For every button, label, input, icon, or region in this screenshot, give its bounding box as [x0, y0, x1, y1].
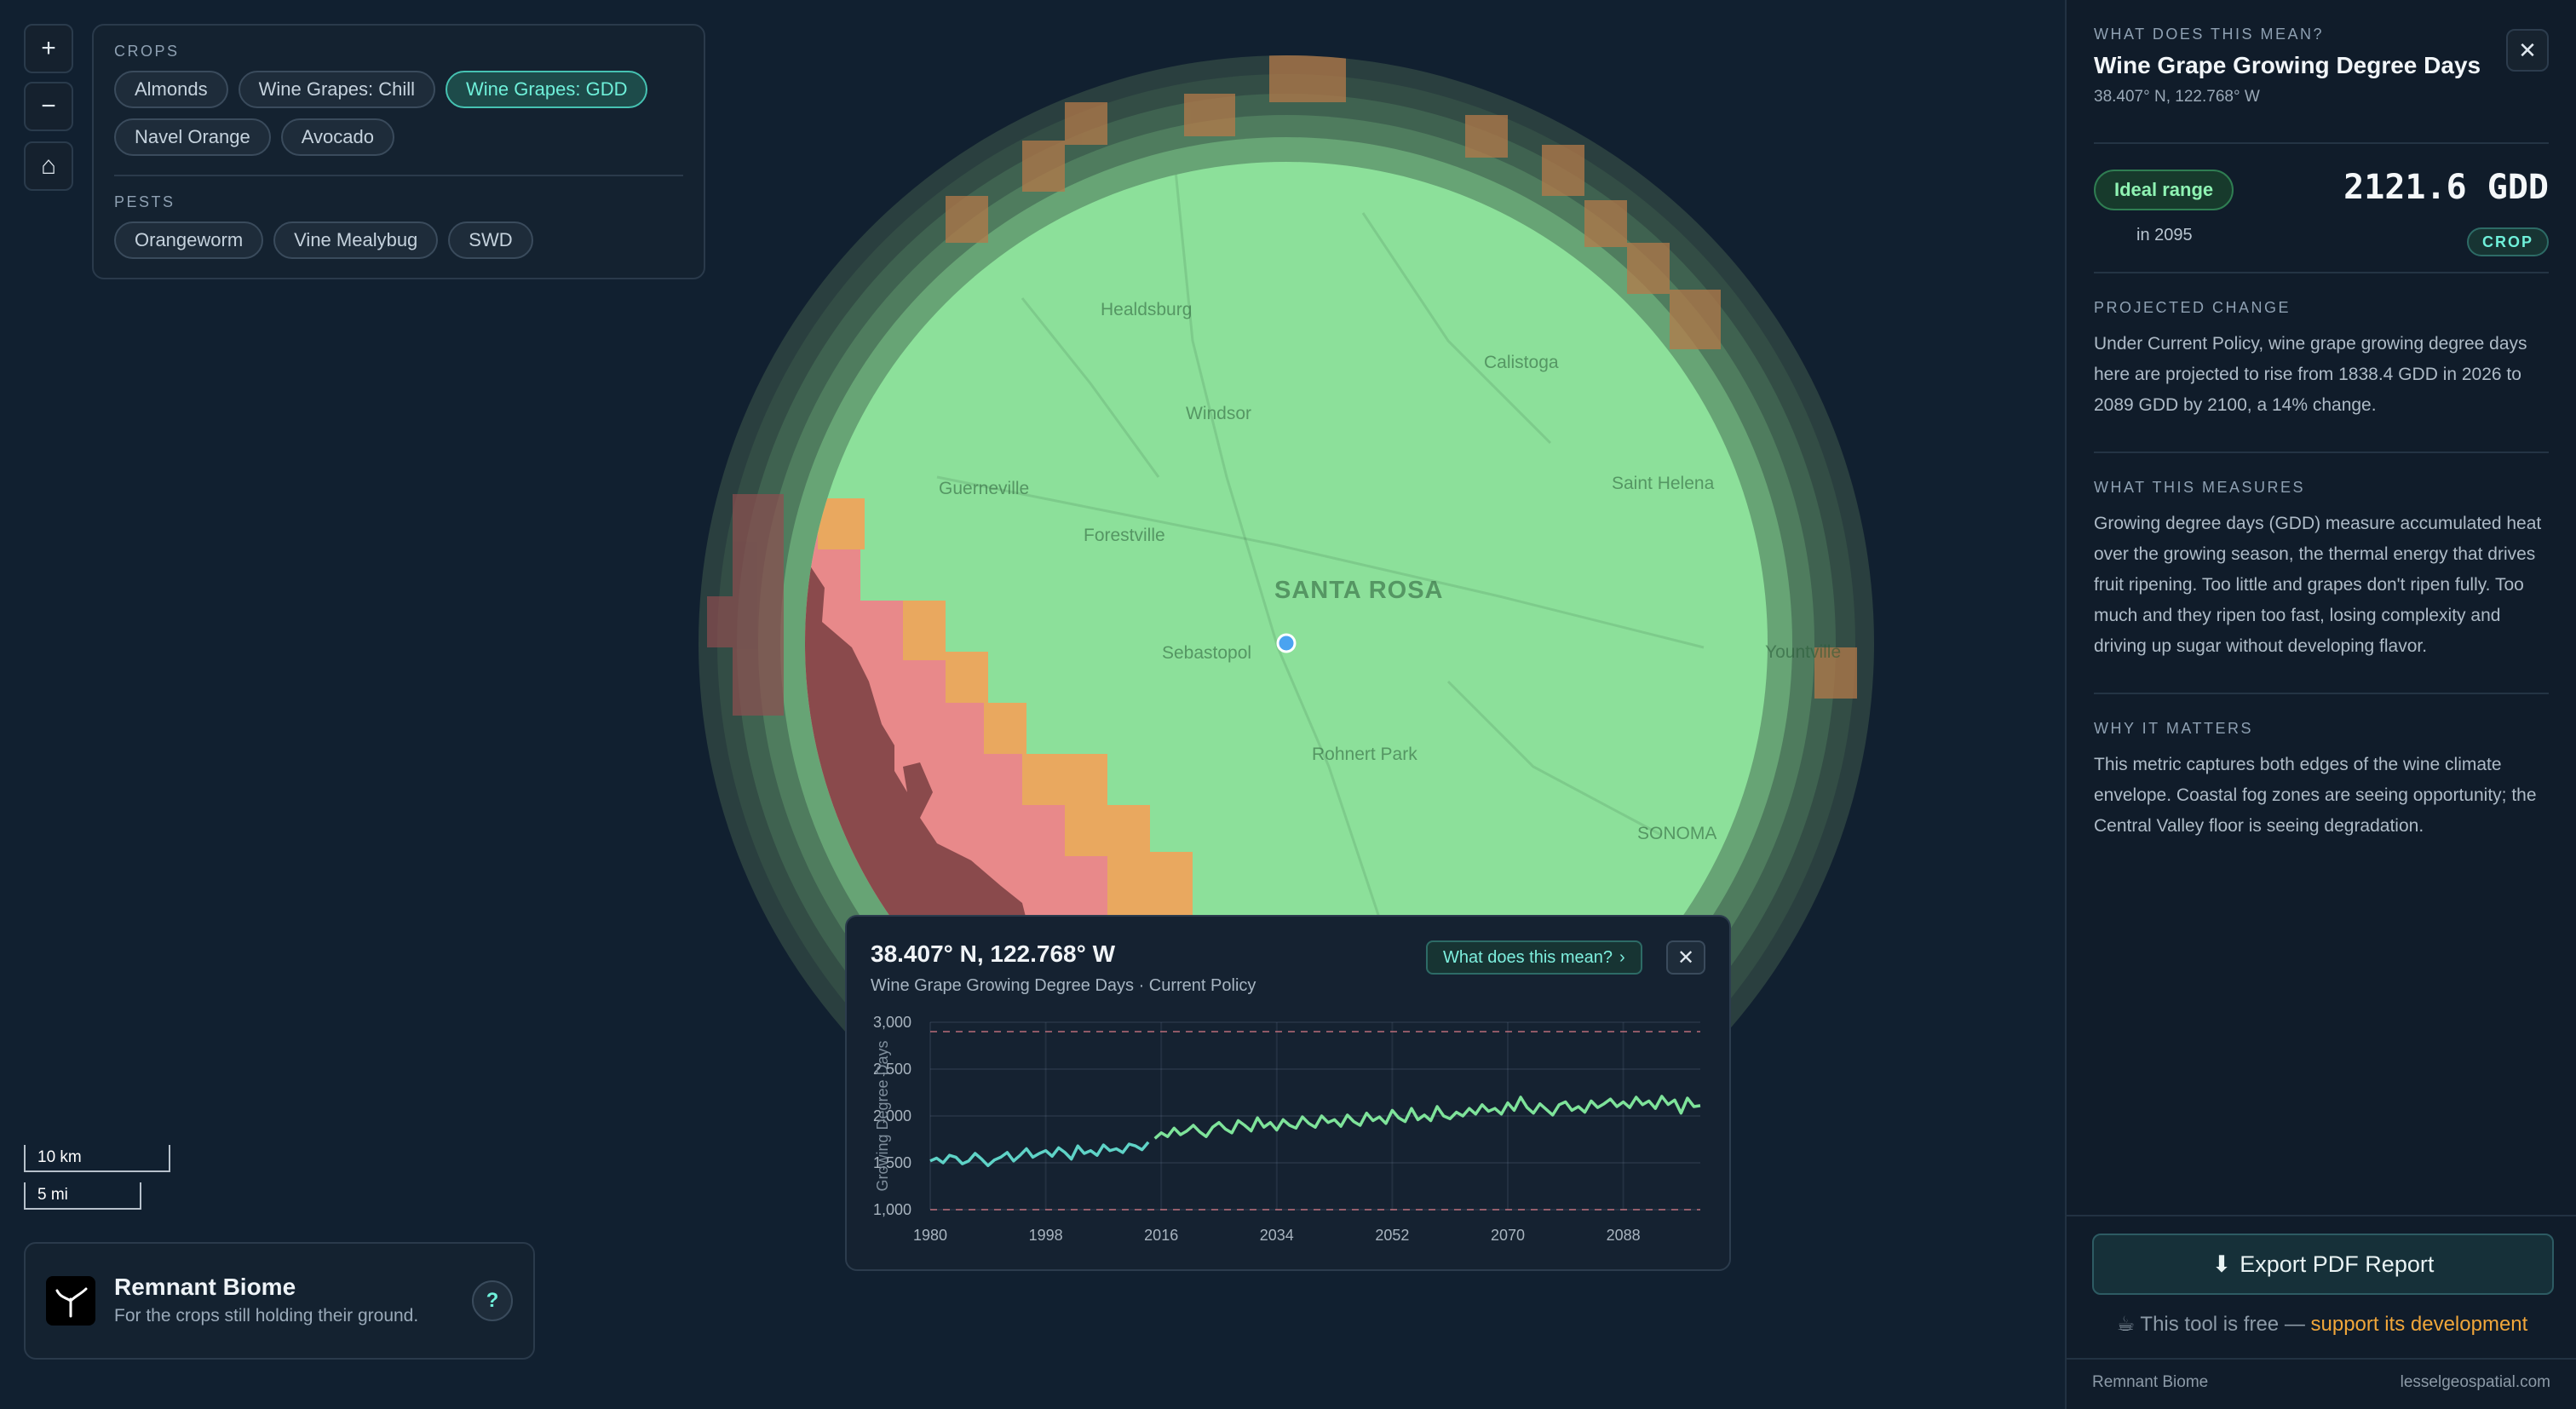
section-body: Growing degree days (GDD) measure accumu…: [2094, 514, 2542, 656]
export-divider: [2067, 1215, 2576, 1216]
chip-orangeworm[interactable]: Orangeworm: [114, 221, 264, 259]
x-tick-label: 2088: [1607, 1227, 1641, 1244]
side-header: WHAT DOES THIS MEAN? Wine Grape Growing …: [2067, 0, 2576, 132]
side-divider: [2094, 272, 2549, 273]
chevron-right-icon: ›: [1619, 947, 1625, 967]
crops-section-label: CROPS: [114, 43, 180, 60]
home-button[interactable]: ⌂: [24, 141, 73, 191]
x-tick-label: 2052: [1375, 1227, 1409, 1244]
location-popup: 38.407° N, 122.768° W Wine Grape Growing…: [845, 915, 1731, 1271]
brand-text: Remnant Biome For the crops still holdin…: [114, 1274, 421, 1328]
support-link[interactable]: support its development: [2310, 1313, 2528, 1336]
section-label: WHAT THIS MEASURES: [2094, 479, 2306, 496]
projected-change-section: PROJECTED CHANGE Under Current Policy, w…: [2067, 273, 2576, 451]
place-label: Saint Helena: [1612, 474, 1715, 493]
chip-vine-mealybug[interactable]: Vine Mealybug: [273, 221, 439, 259]
side-coordinates: 38.407° N, 122.768° W: [2094, 88, 2260, 106]
side-panel-close-button[interactable]: ✕: [2506, 29, 2549, 72]
support-line: ☕ This tool is free — support its develo…: [2067, 1312, 2576, 1337]
zoom-in-button[interactable]: +: [24, 24, 73, 73]
chip-swd[interactable]: SWD: [448, 221, 533, 259]
scale-bar-mi: 5 mi: [24, 1182, 141, 1210]
pests-section-label: PESTS: [114, 193, 175, 210]
why-it-matters-section: WHY IT MATTERS This metric captures both…: [2067, 694, 2576, 872]
what-does-this-mean-button[interactable]: What does this mean? ›: [1426, 940, 1642, 975]
support-text: This tool is free —: [2140, 1313, 2305, 1336]
side-panel: WHAT DOES THIS MEAN? Wine Grape Growing …: [2065, 0, 2576, 1409]
coffee-icon: ☕: [2116, 1313, 2136, 1336]
footer-brand: Remnant Biome: [2092, 1373, 2209, 1391]
popup-close-button[interactable]: ✕: [1666, 940, 1705, 975]
x-tick-label: 2016: [1144, 1227, 1178, 1244]
x-tick-label: 2034: [1260, 1227, 1294, 1244]
export-pdf-button[interactable]: ⬇ Export PDF Report: [2092, 1234, 2554, 1295]
place-label: Yountville: [1765, 642, 1841, 662]
side-divider: [2094, 142, 2549, 144]
chip-wine-grapes-chill[interactable]: Wine Grapes: Chill: [238, 71, 435, 108]
popup-subtitle: Wine Grape Growing Degree Days · Current…: [871, 976, 1256, 995]
what-this-measures-section: WHAT THIS MEASURES Growing degree days (…: [2067, 453, 2576, 693]
status-block: Ideal range in 2095 2121.6 GDD CROP: [2094, 144, 2549, 272]
download-icon: ⬇: [2211, 1251, 2232, 1277]
place-label: Guerneville: [939, 479, 1029, 498]
export-label: Export PDF Report: [2240, 1251, 2435, 1277]
brand-tagline: For the crops still holding their ground…: [114, 1306, 419, 1326]
y-axis-label: Growing Degree Days: [874, 1040, 891, 1191]
crops-chip-row: Almonds Wine Grapes: Chill Wine Grapes: …: [114, 71, 683, 108]
section-body: Under Current Policy, wine grape growing…: [2094, 334, 2527, 415]
crop-badge: CROP: [2466, 227, 2549, 256]
place-label: Calistoga: [1484, 353, 1559, 372]
place-label: Rohnert Park: [1312, 745, 1417, 764]
y-tick-label: 2,000: [873, 1107, 911, 1124]
brand-title: Remnant Biome: [114, 1274, 296, 1300]
crops-chip-row-2: Navel Orange Avocado: [114, 118, 683, 156]
footer-divider: [2067, 1358, 2576, 1360]
series-line-1: [1153, 1095, 1701, 1140]
help-button[interactable]: ?: [472, 1280, 513, 1321]
section-label: WHY IT MATTERS: [2094, 720, 2254, 737]
brand-logo-icon: [46, 1276, 95, 1326]
y-tick-label: 1,500: [873, 1154, 911, 1171]
popup-coordinates: 38.407° N, 122.768° W: [871, 940, 1116, 967]
outer-cell-layer: [707, 55, 1857, 716]
footer-website-link[interactable]: lesselgeospatial.com: [2400, 1373, 2550, 1391]
series-line-0: [929, 1141, 1150, 1168]
x-tick-label: 1998: [1029, 1227, 1063, 1244]
chip-almonds[interactable]: Almonds: [114, 71, 228, 108]
place-label: Windsor: [1186, 404, 1251, 423]
place-label: SANTA ROSA: [1274, 577, 1444, 604]
status-year: in 2095: [2136, 226, 2193, 244]
x-tick-label: 2070: [1491, 1227, 1525, 1244]
x-tick-label: 1980: [913, 1227, 947, 1244]
side-title: Wine Grape Growing Degree Days: [2094, 52, 2481, 78]
place-label: Sebastopol: [1162, 643, 1251, 663]
gdd-value: 2121.6 GDD: [2343, 168, 2549, 207]
section-body: This metric captures both edges of the w…: [2094, 755, 2537, 836]
panel-divider: [114, 175, 683, 176]
chip-avocado[interactable]: Avocado: [280, 118, 394, 156]
side-divider: [2094, 451, 2549, 453]
status-badge: Ideal range: [2094, 170, 2234, 210]
side-eyebrow: WHAT DOES THIS MEAN?: [2094, 26, 2325, 43]
place-label: Forestville: [1084, 526, 1165, 545]
what-button-label: What does this mean?: [1443, 947, 1613, 967]
place-label: Healdsburg: [1101, 300, 1192, 319]
section-label: PROJECTED CHANGE: [2094, 299, 2291, 316]
pests-chip-row: Orangeworm Vine Mealybug SWD: [114, 221, 683, 259]
y-tick-label: 2,500: [873, 1061, 911, 1078]
place-label: SONOMA: [1637, 824, 1716, 843]
location-marker-icon[interactable]: [1276, 633, 1297, 653]
chip-navel-orange[interactable]: Navel Orange: [114, 118, 271, 156]
scale-bar-km: 10 km: [24, 1145, 170, 1172]
zoom-out-button[interactable]: −: [24, 82, 73, 131]
side-divider: [2094, 693, 2549, 694]
brand-card: Remnant Biome For the crops still holdin…: [24, 1242, 535, 1360]
y-tick-label: 3,000: [873, 1014, 911, 1031]
chip-wine-grapes-gdd[interactable]: Wine Grapes: GDD: [445, 71, 648, 108]
y-tick-label: 1,000: [873, 1201, 911, 1218]
layer-panel: CROPS Almonds Wine Grapes: Chill Wine Gr…: [92, 24, 705, 279]
